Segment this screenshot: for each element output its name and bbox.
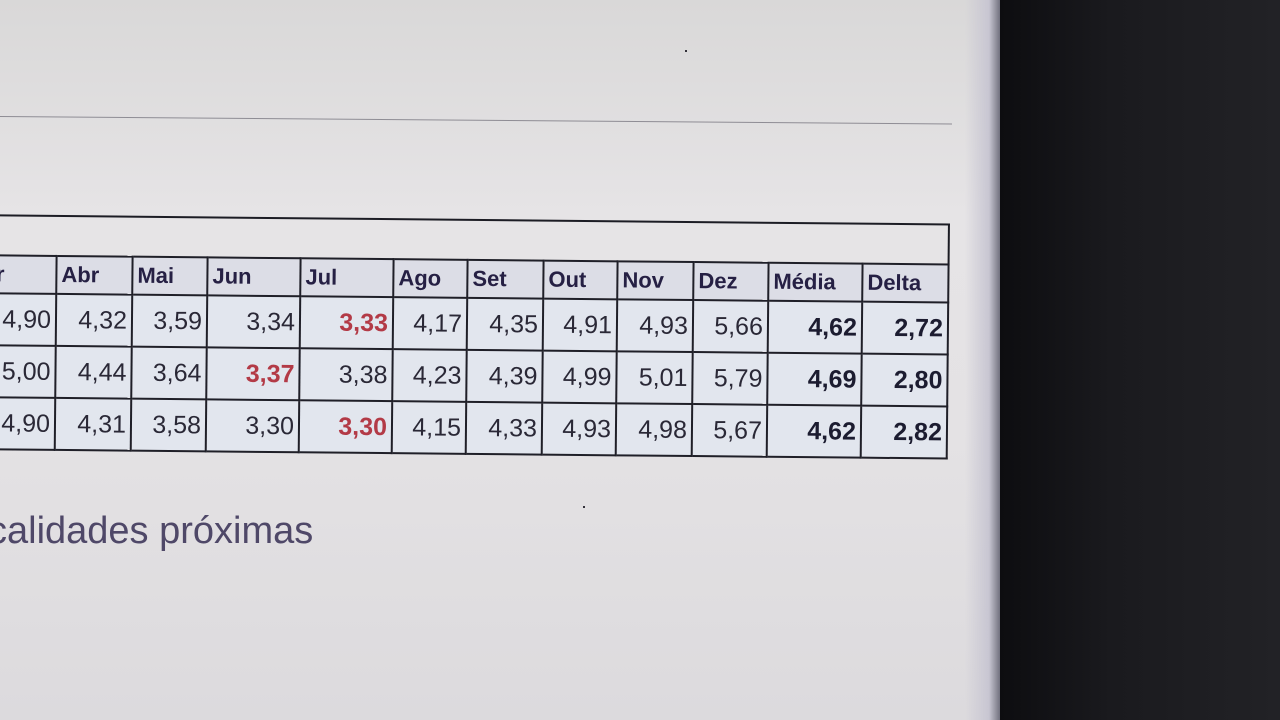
cell-out: 4,99: [542, 350, 617, 404]
cell-jul: 3,38: [299, 348, 393, 402]
cell-abr: 4,44: [55, 345, 132, 399]
cell-dez: 5,79: [692, 352, 768, 405]
cell-mai: 3,64: [131, 346, 207, 400]
cell-nov: 4,98: [615, 403, 693, 457]
cell-out: 4,93: [541, 402, 617, 456]
cell-delta: 2,82: [860, 405, 948, 459]
cell-mai: 3,58: [130, 398, 207, 452]
cell-delta: 2,80: [861, 353, 948, 407]
cell-mar: 4,90: [0, 293, 57, 346]
irradiation-table-container: Mar Abr Mai Jun Jul Ago Set Out Nov Dez …: [0, 214, 950, 473]
cell-nov: 4,93: [616, 299, 694, 353]
cell-set: 4,39: [466, 349, 543, 403]
table-row: 4,90 4,31 3,58 3,30 3,30 4,15 4,33 4,93 …: [0, 397, 948, 459]
cell-abr: 4,32: [55, 293, 133, 347]
cell-jun: 3,30: [205, 399, 300, 453]
cell-nov: 5,01: [616, 351, 693, 405]
header-dez: Dez: [693, 262, 769, 301]
cell-delta: 2,72: [861, 301, 949, 355]
cell-jun: 3,37: [206, 347, 300, 401]
browser-page: Mar Abr Mai Jun Jul Ago Set Out Nov Dez …: [0, 0, 1000, 720]
cell-media: 4,69: [767, 352, 862, 406]
screen-speck: [583, 506, 585, 508]
screen-speck: [685, 50, 687, 52]
header-mar: Mar: [0, 255, 57, 294]
screen-edge: [965, 0, 1005, 720]
cell-dez: 5,67: [691, 404, 768, 457]
horizontal-divider: [0, 116, 952, 125]
header-mai: Mai: [132, 256, 208, 296]
header-jun: Jun: [207, 257, 301, 297]
cell-ago: 4,17: [392, 297, 468, 350]
header-nov: Nov: [617, 261, 694, 301]
header-ago: Ago: [393, 259, 468, 298]
header-abr: Abr: [56, 255, 133, 295]
cell-mar: 4,90: [0, 397, 56, 450]
header-media: Média: [768, 262, 863, 302]
header-jul: Jul: [300, 258, 394, 298]
header-out: Out: [543, 260, 618, 300]
cell-jul: 3,30: [298, 400, 393, 454]
cell-jun: 3,34: [206, 295, 301, 349]
cell-mar: 5,00: [0, 345, 56, 398]
cell-abr: 4,31: [54, 397, 132, 451]
cell-media: 4,62: [767, 300, 863, 354]
irradiation-table: Mar Abr Mai Jun Jul Ago Set Out Nov Dez …: [0, 254, 950, 459]
section-heading: calidades próximas: [0, 510, 314, 552]
cell-set: 4,33: [465, 401, 543, 455]
header-set: Set: [467, 259, 544, 299]
cell-ago: 4,15: [391, 401, 467, 454]
cell-dez: 5,66: [692, 300, 769, 353]
cell-media: 4,62: [766, 404, 862, 458]
cell-ago: 4,23: [392, 349, 467, 402]
header-delta: Delta: [862, 263, 949, 303]
cell-mai: 3,59: [131, 294, 208, 348]
cell-out: 4,91: [542, 298, 618, 352]
monitor-bezel: [1000, 0, 1280, 720]
table-row: 4,90 4,32 3,59 3,34 3,33 4,17 4,35 4,91 …: [0, 293, 949, 355]
table-row: 5,00 4,44 3,64 3,37 3,38 4,23 4,39 4,99 …: [0, 345, 948, 407]
cell-jul: 3,33: [299, 296, 394, 350]
cell-set: 4,35: [466, 297, 544, 351]
